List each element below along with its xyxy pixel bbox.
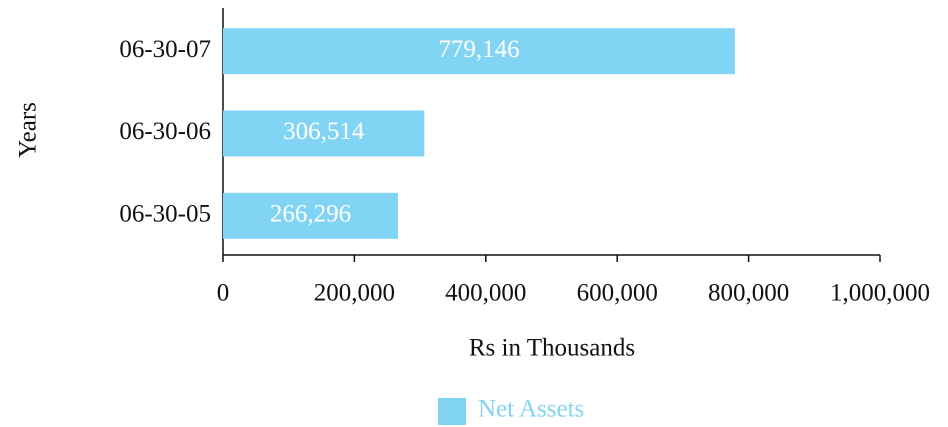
x-tick-label: 1,000,000 <box>830 280 930 307</box>
x-tick-label: 600,000 <box>577 280 658 307</box>
x-axis-label: Rs in Thousands <box>469 335 635 362</box>
y-tick-label: 06-30-06 <box>119 118 211 145</box>
legend-label: Net Assets <box>478 396 584 423</box>
bar <box>223 192 398 239</box>
value-label: 779,146 <box>438 36 519 63</box>
legend-swatch <box>438 398 466 425</box>
x-tick-label: 0 <box>217 280 230 307</box>
bar <box>223 28 735 75</box>
value-label: 266,296 <box>270 201 351 228</box>
bar <box>223 110 425 157</box>
y-tick-label: 06-30-05 <box>119 201 211 228</box>
y-axis-label: Years <box>15 102 42 158</box>
x-tick-label: 800,000 <box>708 280 789 307</box>
y-tick-label: 06-30-07 <box>119 36 211 63</box>
x-tick-label: 200,000 <box>314 280 395 307</box>
x-tick-label: 400,000 <box>445 280 526 307</box>
value-label: 306,514 <box>283 118 365 145</box>
